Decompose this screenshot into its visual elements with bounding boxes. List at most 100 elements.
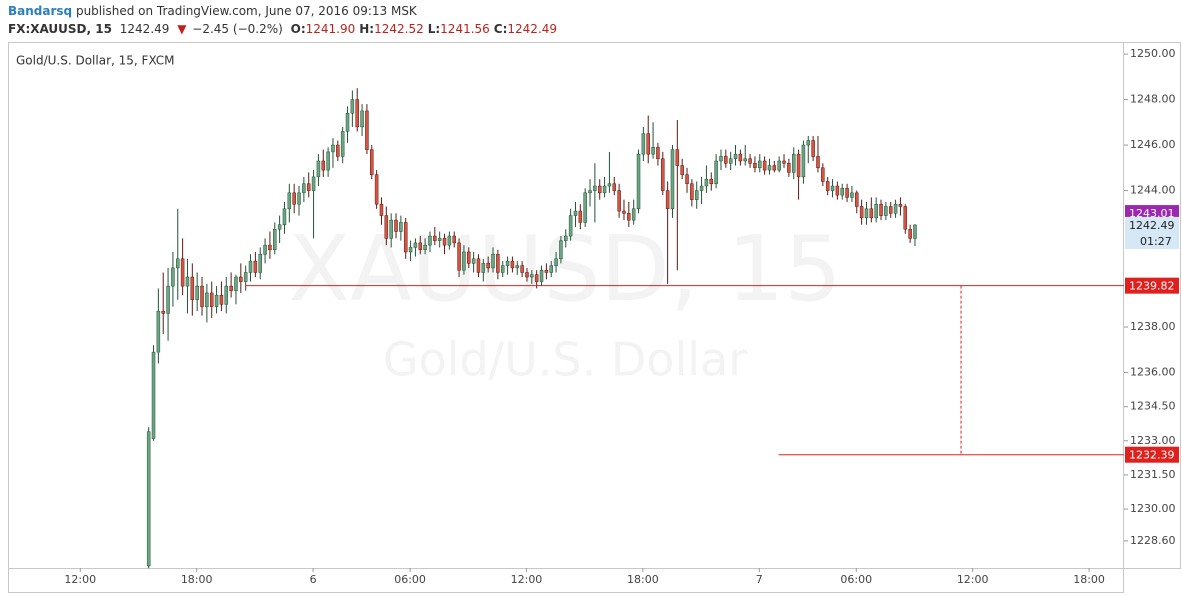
candle-body bbox=[816, 156, 820, 169]
candle-body bbox=[389, 219, 393, 239]
x-tick-label: 06:00 bbox=[840, 573, 872, 586]
candle-body bbox=[738, 153, 743, 162]
candle-body bbox=[627, 213, 631, 221]
price-axis-frame bbox=[1123, 42, 1181, 569]
candle-body bbox=[476, 258, 481, 273]
candle-body bbox=[156, 310, 161, 353]
ohlc-key: O: bbox=[290, 22, 306, 36]
candle-body bbox=[268, 244, 272, 250]
chart-title: Gold/U.S. Dollar, 15, FXCM bbox=[16, 54, 175, 68]
candle-body bbox=[180, 258, 185, 287]
x-tick-label: 6 bbox=[310, 573, 317, 586]
candle-body bbox=[564, 235, 568, 241]
candle-body bbox=[549, 265, 553, 273]
candle-body bbox=[214, 294, 219, 307]
candle-body bbox=[850, 192, 854, 198]
candle-body bbox=[578, 210, 583, 223]
publish-line: Bandarsq published on TradingView.com, J… bbox=[8, 4, 421, 18]
candle-body bbox=[864, 208, 869, 219]
candle-body bbox=[239, 276, 243, 282]
candle-body bbox=[913, 224, 917, 239]
x-tick-label: 18:00 bbox=[1073, 573, 1105, 586]
candle-body bbox=[699, 185, 704, 191]
candle-body bbox=[573, 210, 578, 216]
candle-body bbox=[530, 274, 534, 278]
candle-body bbox=[791, 153, 796, 173]
candle-body bbox=[593, 185, 597, 191]
quote-line: FX:XAUUSD, 15 1242.49 ▼ −2.45 (−0.2%) O:… bbox=[8, 22, 565, 36]
ohlc-value: 1242.49 bbox=[507, 22, 558, 36]
author[interactable]: Bandarsq bbox=[8, 4, 73, 18]
candle-body bbox=[893, 203, 898, 214]
x-tick-label: 18:00 bbox=[181, 573, 213, 586]
candle-body bbox=[287, 192, 292, 210]
y-tick-label: 1230.00 bbox=[1130, 502, 1176, 515]
candle-body bbox=[525, 272, 529, 278]
candle-body bbox=[811, 140, 815, 157]
candle-body bbox=[597, 185, 602, 194]
candle-body bbox=[607, 183, 612, 187]
x-tick-label: 12:00 bbox=[957, 573, 989, 586]
candle-body bbox=[636, 153, 641, 210]
candle-body bbox=[821, 167, 825, 182]
candle-body bbox=[399, 222, 403, 232]
x-tick-label: 7 bbox=[756, 573, 763, 586]
candle-body bbox=[758, 160, 762, 169]
candle-body bbox=[326, 151, 330, 171]
candle-body bbox=[675, 149, 680, 166]
last-price: 1242.49 bbox=[119, 22, 170, 36]
candle-body bbox=[855, 192, 859, 207]
candle-body bbox=[360, 110, 364, 128]
candle-body bbox=[418, 242, 423, 250]
candle-body bbox=[859, 206, 864, 219]
candle-body bbox=[661, 158, 665, 191]
candle-body bbox=[365, 110, 369, 150]
candle-body bbox=[321, 160, 326, 171]
candle-body bbox=[457, 242, 461, 271]
candle-body bbox=[898, 203, 903, 207]
candle-body bbox=[903, 206, 908, 230]
candle-body bbox=[311, 176, 316, 191]
candle-body bbox=[704, 178, 709, 187]
price-tag bbox=[1125, 446, 1179, 463]
candle-body bbox=[767, 165, 772, 171]
x-tick-label: 06:00 bbox=[394, 573, 426, 586]
candle-body bbox=[825, 181, 830, 191]
candle-body bbox=[554, 258, 558, 266]
candle-body bbox=[185, 276, 190, 287]
candle-body bbox=[622, 210, 626, 214]
candle-body bbox=[384, 215, 389, 239]
candle-body bbox=[845, 188, 849, 198]
change-arrow: ▼ bbox=[177, 22, 187, 36]
candle-body bbox=[437, 238, 442, 241]
candle-body bbox=[302, 183, 306, 194]
candle-body bbox=[908, 228, 912, 239]
y-tick-label: 1246.00 bbox=[1130, 138, 1176, 151]
candle-body bbox=[520, 265, 524, 273]
candle-body bbox=[680, 165, 684, 175]
ohlc-value: 1241.56 bbox=[440, 22, 490, 36]
candle-body bbox=[772, 165, 777, 171]
candle-body bbox=[166, 285, 170, 314]
candle-body bbox=[568, 215, 573, 237]
symbol: FX:XAUUSD, 15 bbox=[8, 22, 112, 36]
candle-body bbox=[481, 263, 486, 273]
candle-body bbox=[205, 292, 209, 307]
candle-body bbox=[331, 144, 335, 153]
candle-body bbox=[258, 254, 262, 273]
candle-body bbox=[753, 163, 757, 169]
candle-body bbox=[282, 208, 287, 225]
candle-body bbox=[685, 174, 689, 184]
candle-body bbox=[496, 254, 500, 273]
candle-body bbox=[796, 153, 801, 178]
y-tick-label: 1236.00 bbox=[1130, 366, 1176, 379]
y-tick-label: 1231.50 bbox=[1130, 468, 1176, 481]
candle-body bbox=[379, 203, 384, 216]
candle-body bbox=[413, 242, 418, 248]
candle-body bbox=[345, 112, 350, 132]
candle-body bbox=[505, 260, 510, 266]
candle-body bbox=[515, 265, 520, 269]
candle-body bbox=[656, 147, 660, 159]
candle-body bbox=[467, 251, 471, 264]
